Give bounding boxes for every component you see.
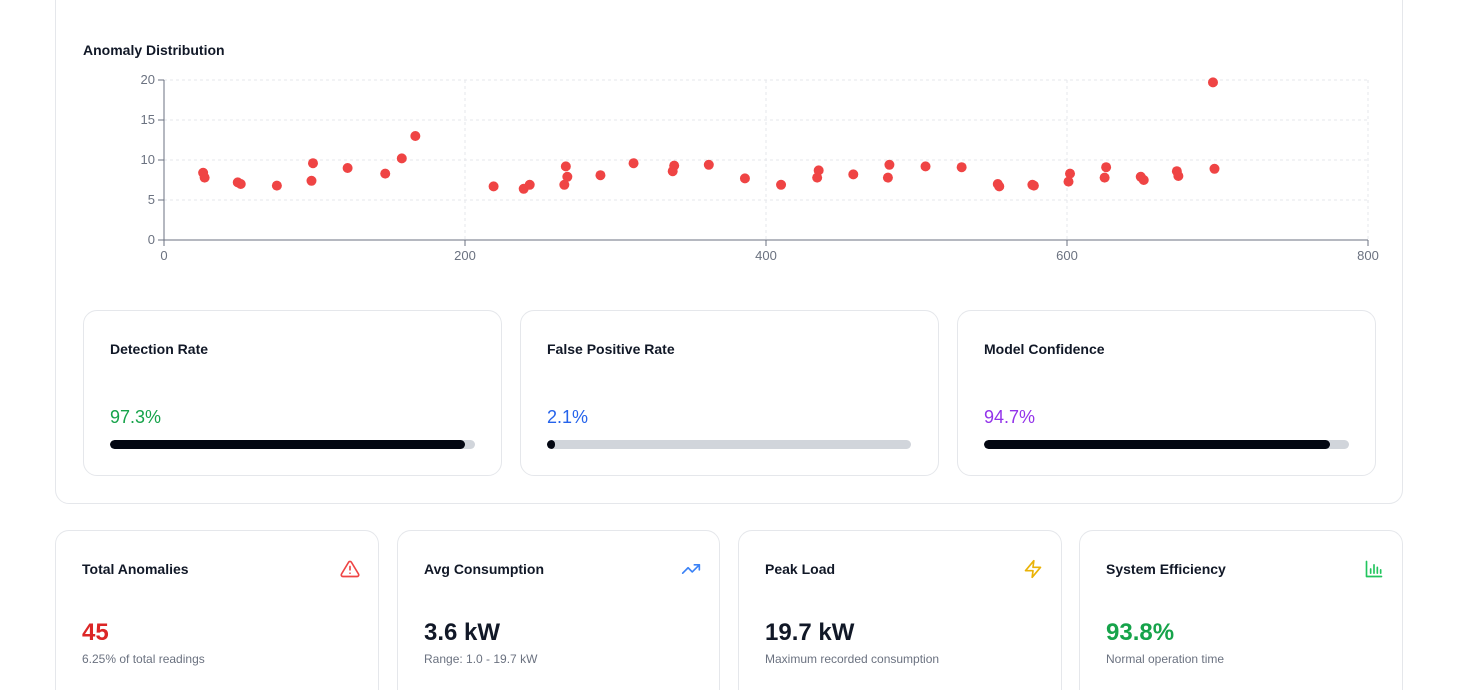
anomaly-point bbox=[410, 131, 421, 141]
x-tick-label: 600 bbox=[1056, 248, 1078, 263]
anomaly-point bbox=[560, 161, 571, 172]
anomaly-point bbox=[882, 172, 893, 183]
anomaly-point bbox=[1063, 176, 1074, 187]
anomaly-point bbox=[628, 158, 639, 169]
anomaly-point bbox=[396, 153, 407, 164]
anomaly-point bbox=[1138, 175, 1149, 185]
anomaly-point bbox=[1099, 172, 1110, 183]
progress-track bbox=[984, 440, 1349, 449]
anomaly-point bbox=[307, 158, 318, 169]
chart-title: Anomaly Distribution bbox=[83, 42, 225, 58]
metric-value: 2.1% bbox=[547, 407, 589, 427]
metric-value: 94.7% bbox=[984, 407, 1036, 427]
x-tick-label: 0 bbox=[160, 248, 167, 263]
anomaly-point bbox=[956, 162, 967, 173]
detection-rate-card: Detection Rate 97.3% bbox=[83, 310, 502, 476]
stat-value: 3.6 kW bbox=[424, 619, 501, 646]
lightning-bolt-icon bbox=[1024, 559, 1042, 579]
stat-subtext: Range: 1.0 - 19.7 kW bbox=[424, 652, 538, 666]
system-efficiency-card: System Efficiency 93.8% Normal operation… bbox=[1079, 530, 1403, 690]
anomaly-point bbox=[559, 179, 570, 190]
model-confidence-card: Model Confidence 94.7% bbox=[957, 310, 1376, 476]
stat-subtext: 6.25% of total readings bbox=[82, 652, 205, 666]
y-tick-label: 5 bbox=[148, 192, 155, 207]
x-tick-label: 400 bbox=[755, 248, 777, 263]
anomaly-point bbox=[1209, 163, 1220, 174]
anomaly-point bbox=[1173, 171, 1184, 181]
anomaly-point bbox=[342, 163, 353, 173]
anomaly-point bbox=[199, 172, 210, 183]
progress-track bbox=[547, 440, 911, 449]
alert-triangle-icon bbox=[340, 560, 360, 578]
progress-fill bbox=[547, 440, 555, 449]
y-tick-label: 20 bbox=[141, 72, 155, 87]
anomaly-point bbox=[1065, 168, 1076, 179]
anomaly-point bbox=[306, 175, 317, 186]
anomaly-point bbox=[739, 173, 750, 184]
stat-value: 19.7 kW bbox=[765, 619, 855, 646]
false-positive-rate-card: False Positive Rate 2.1% bbox=[520, 310, 939, 476]
metric-label: Model Confidence bbox=[984, 341, 1105, 357]
stat-value: 93.8% bbox=[1106, 619, 1175, 646]
avg-consumption-card: Avg Consumption 3.6 kW Range: 1.0 - 19.7… bbox=[397, 530, 720, 690]
stat-label: Peak Load bbox=[765, 561, 836, 577]
y-tick-label: 10 bbox=[141, 152, 155, 167]
progress-fill bbox=[984, 440, 1330, 449]
stat-label: Avg Consumption bbox=[424, 561, 545, 577]
progress-track bbox=[110, 440, 475, 449]
anomaly-point bbox=[595, 170, 606, 181]
y-tick-label: 15 bbox=[141, 112, 155, 127]
anomaly-point bbox=[994, 181, 1005, 192]
anomaly-point bbox=[703, 159, 714, 170]
stat-subtext: Normal operation time bbox=[1106, 652, 1225, 666]
anomaly-point bbox=[271, 180, 282, 191]
anomaly-point bbox=[1207, 77, 1218, 88]
anomaly-point bbox=[488, 181, 499, 192]
stat-label: Total Anomalies bbox=[82, 561, 189, 577]
anomaly-point bbox=[776, 179, 787, 190]
stat-label: System Efficiency bbox=[1106, 561, 1226, 577]
metric-label: Detection Rate bbox=[110, 341, 209, 357]
anomaly-point bbox=[813, 165, 824, 176]
progress-fill bbox=[110, 440, 466, 449]
stat-value: 45 bbox=[82, 619, 109, 646]
x-tick-label: 800 bbox=[1357, 248, 1379, 263]
metric-label: False Positive Rate bbox=[547, 341, 675, 357]
anomaly-point bbox=[920, 161, 931, 172]
bar-chart-icon bbox=[1365, 560, 1383, 578]
anomaly-point bbox=[380, 168, 391, 179]
x-tick-label: 200 bbox=[454, 248, 476, 263]
stat-subtext: Maximum recorded consumption bbox=[765, 652, 940, 666]
anomaly-point bbox=[848, 169, 859, 180]
anomaly-point bbox=[235, 179, 246, 189]
y-tick-label: 0 bbox=[148, 232, 155, 247]
anomaly-point bbox=[1028, 180, 1039, 191]
total-anomalies-card: Total Anomalies 45 6.25% of total readin… bbox=[55, 530, 379, 690]
metric-value: 97.3% bbox=[110, 407, 162, 427]
anomaly-point bbox=[562, 171, 573, 182]
anomaly-point bbox=[1101, 162, 1112, 173]
trending-up-icon bbox=[681, 564, 701, 574]
peak-load-card: Peak Load 19.7 kW Maximum recorded consu… bbox=[738, 530, 1062, 690]
anomaly-point bbox=[884, 159, 895, 170]
anomaly-point bbox=[524, 179, 535, 190]
anomaly-point bbox=[669, 160, 680, 171]
